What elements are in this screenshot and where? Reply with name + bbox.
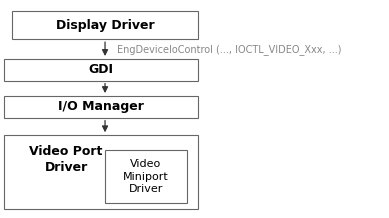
FancyBboxPatch shape — [105, 150, 187, 203]
Text: I/O Manager: I/O Manager — [58, 100, 144, 113]
FancyBboxPatch shape — [4, 96, 198, 118]
Text: Display Driver: Display Driver — [56, 19, 154, 32]
Text: Video Port
Driver: Video Port Driver — [30, 145, 103, 174]
Text: EngDeviceIoControl (..., IOCTL_VIDEO_Xxx, ...): EngDeviceIoControl (..., IOCTL_VIDEO_Xxx… — [117, 44, 341, 54]
FancyBboxPatch shape — [12, 11, 198, 39]
Text: GDI: GDI — [89, 63, 114, 76]
FancyBboxPatch shape — [4, 59, 198, 81]
FancyBboxPatch shape — [4, 135, 198, 209]
Text: Video
Miniport
Driver: Video Miniport Driver — [123, 159, 169, 194]
